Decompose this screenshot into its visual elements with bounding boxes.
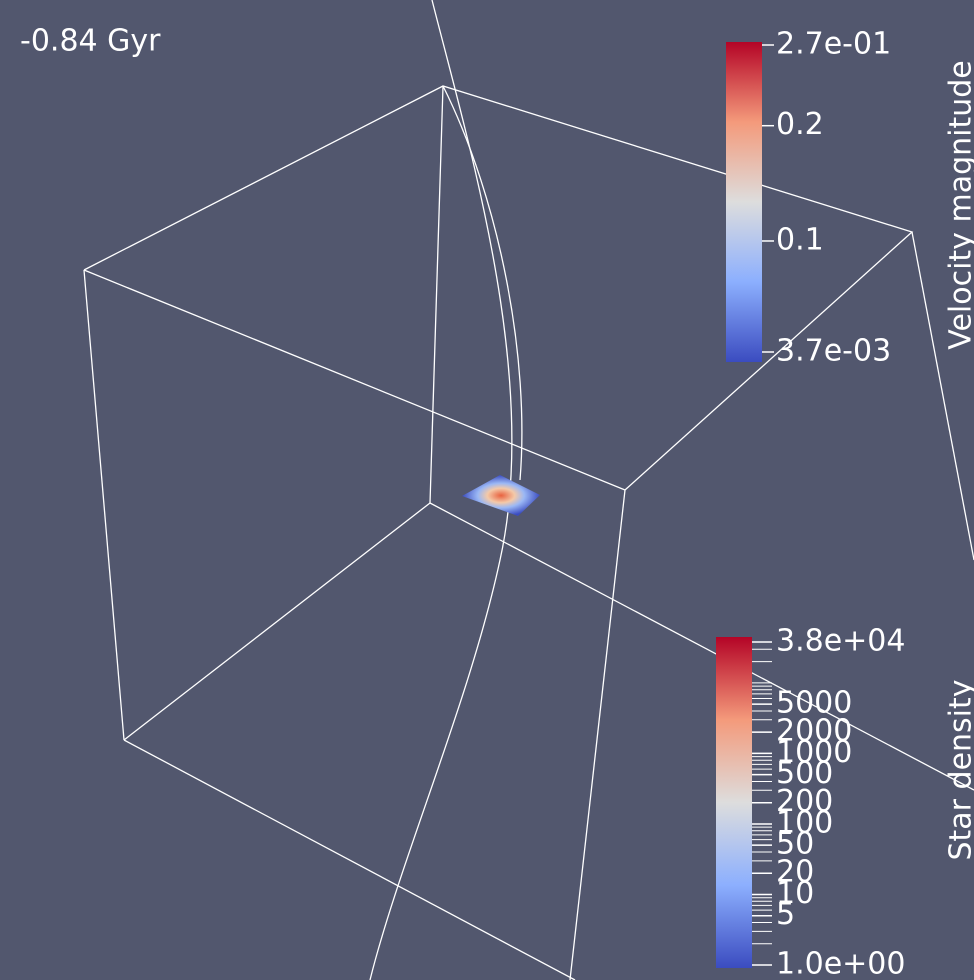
tick-label: 5	[776, 897, 795, 932]
velocity-title: Velocity magnitude	[944, 60, 974, 350]
density-title: Star density	[944, 679, 974, 860]
tick-label: 1.0e+00	[776, 947, 905, 980]
tick-label: 0.2	[776, 107, 824, 142]
page: {"time_label": "-0.84 Gyr", "velocity_ba…	[0, 0, 974, 980]
render-view: -0.84 Gyr Velocity magnitude Star densit…	[0, 0, 974, 980]
density-colorbar	[716, 637, 752, 968]
tick-label: 0.1	[776, 222, 824, 257]
velocity-colorbar	[726, 42, 762, 362]
tick-label: 3.7e-03	[776, 334, 891, 369]
tick-label: 3.8e+04	[776, 624, 905, 659]
tick-label: 2.7e-01	[776, 27, 891, 62]
time-label: -0.84 Gyr	[20, 24, 161, 59]
